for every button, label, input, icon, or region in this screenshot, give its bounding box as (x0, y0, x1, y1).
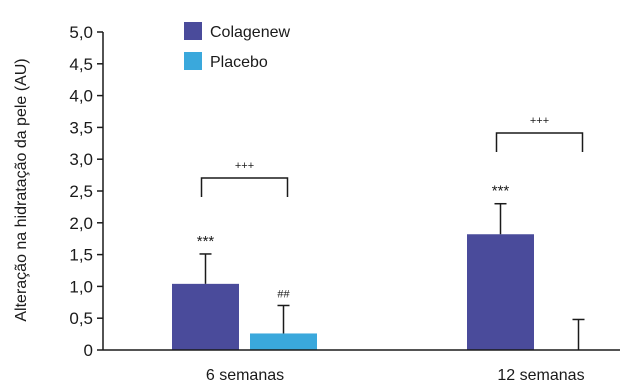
significance-label: *** (492, 183, 510, 200)
legend-swatch-placebo (184, 52, 202, 70)
comparison-bracket (495, 132, 584, 152)
comparison-label: +++ (530, 115, 549, 127)
bar-placebo (250, 333, 317, 350)
y-tick-label: 1,0 (69, 277, 93, 296)
y-tick-label: 4,0 (69, 87, 93, 106)
y-tick-label: 5,0 (69, 23, 93, 42)
legend-label: Placebo (210, 54, 268, 71)
y-tick-label: 3,5 (69, 118, 93, 137)
legend-label: Colagenew (210, 24, 291, 41)
annotations: *** ## +++ *** +++ (197, 115, 584, 300)
y-axis-title: Alteração na hidratação da pele (AU) (13, 58, 30, 321)
x-tick-label: 6 semanas (206, 367, 284, 382)
bars (172, 234, 534, 350)
y-tick-label: 0,5 (69, 309, 93, 328)
y-tick-label: 0 (84, 341, 93, 360)
y-tick-label: 1,5 (69, 246, 93, 265)
significance-label: ## (277, 288, 290, 300)
y-tick-label: 3,0 (69, 150, 93, 169)
y-tick-label: 4,5 (69, 55, 93, 74)
comparison-label: +++ (235, 160, 254, 172)
y-tick-label: 2,5 (69, 182, 93, 201)
significance-label: *** (197, 233, 215, 250)
legend-swatch-colagenew (184, 22, 202, 40)
x-axis: 6 semanas 12 semanas (103, 349, 620, 382)
x-tick-label: 12 semanas (497, 367, 584, 382)
comparison-bracket (200, 177, 289, 197)
bar-colagenew (172, 283, 239, 350)
y-tick-label: 2,0 (69, 214, 93, 233)
error-bars (199, 202, 585, 350)
bar-colagenew (467, 234, 534, 350)
legend: Colagenew Placebo (184, 22, 291, 71)
y-axis: 0 0,5 1,0 1,5 2,0 2,5 3,0 3,5 4,0 4,5 5,0 (69, 23, 104, 360)
